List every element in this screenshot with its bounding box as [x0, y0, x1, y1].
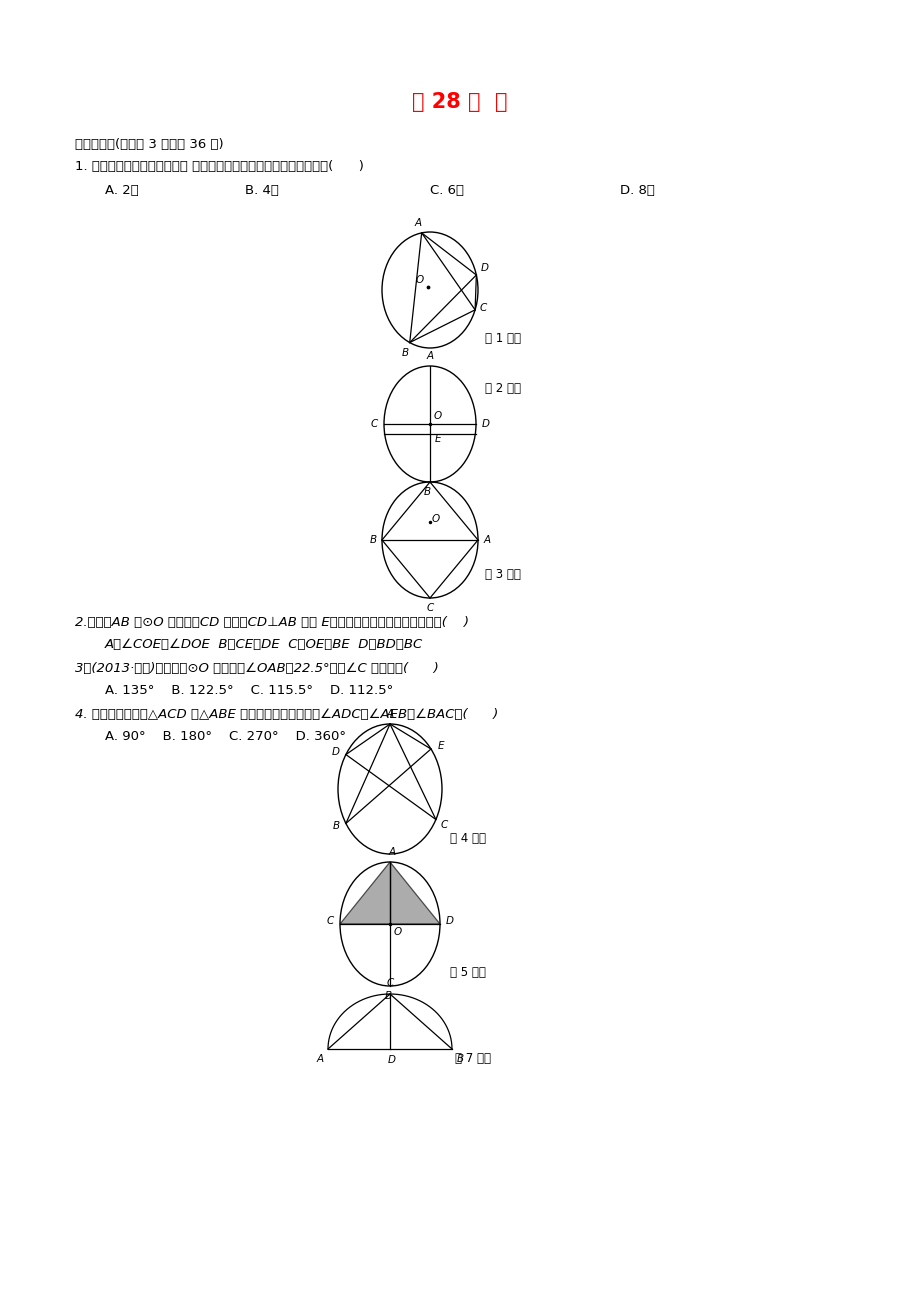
Text: B: B: [423, 487, 430, 497]
Polygon shape: [340, 862, 439, 924]
Text: A: A: [386, 710, 393, 719]
Text: A: A: [388, 848, 395, 857]
Text: C: C: [326, 917, 334, 926]
Text: O: O: [434, 411, 442, 421]
Text: B: B: [332, 822, 339, 832]
Text: C: C: [370, 419, 377, 428]
Text: C: C: [386, 978, 393, 988]
Text: A: A: [414, 217, 421, 228]
Text: 第 1 题图: 第 1 题图: [484, 332, 520, 345]
Text: A. 2对: A. 2对: [105, 184, 139, 197]
Text: B. 4对: B. 4对: [244, 184, 278, 197]
Text: B: B: [369, 535, 376, 546]
Text: E: E: [437, 741, 444, 751]
Text: O: O: [393, 927, 402, 937]
Text: A. 90°    B. 180°    C. 270°    D. 360°: A. 90° B. 180° C. 270° D. 360°: [105, 729, 346, 742]
Text: 第 4 题图: 第 4 题图: [449, 832, 485, 845]
Text: C: C: [425, 603, 433, 613]
Text: A. 135°    B. 122.5°    C. 115.5°    D. 112.5°: A. 135° B. 122.5° C. 115.5° D. 112.5°: [105, 684, 392, 697]
Text: C: C: [440, 819, 447, 829]
Text: 第 3 题图: 第 3 题图: [484, 569, 520, 582]
Text: E: E: [435, 434, 441, 444]
Text: 第 7 题图: 第 7 题图: [455, 1052, 491, 1065]
Text: 4. 如图所示，已知△ACD 和△ABE 都内接于同一个圆，则∠ADC＋∠AEB＋∠BAC＝(      ): 4. 如图所示，已知△ACD 和△ABE 都内接于同一个圆，则∠ADC＋∠AEB…: [75, 707, 498, 720]
Text: B: B: [457, 1055, 463, 1064]
Text: O: O: [431, 514, 439, 523]
Text: D: D: [332, 746, 339, 756]
Text: D. 8对: D. 8对: [619, 184, 654, 197]
Text: 第 5 题图: 第 5 题图: [449, 966, 485, 979]
Text: B: B: [402, 348, 409, 358]
Text: D: D: [446, 917, 453, 926]
Text: D: D: [480, 263, 488, 273]
Text: 3．(2013·莱芜)如图，在⊙O 中，已知∠OAB＝22.5°，则∠C 的度数为(      ): 3．(2013·莱芜)如图，在⊙O 中，已知∠OAB＝22.5°，则∠C 的度数…: [75, 661, 438, 674]
Text: B: B: [384, 991, 391, 1001]
Text: 1. 如图所示，Ａ、Ｂ、Ｃ、Ｄ 在同一圆上，则图中相等的圆周角共有(      ): 1. 如图所示，Ａ、Ｂ、Ｃ、Ｄ 在同一圆上，则图中相等的圆周角共有( ): [75, 160, 364, 173]
Text: 2.如图，AB 是⊙O 的直径，CD 为弦，CD⊥AB 于点 E，则下列结论中不一定成立的是(    ): 2.如图，AB 是⊙O 的直径，CD 为弦，CD⊥AB 于点 E，则下列结论中不…: [75, 616, 469, 629]
Text: D: D: [482, 419, 490, 428]
Text: C. 6对: C. 6对: [429, 184, 463, 197]
Text: D: D: [388, 1055, 395, 1065]
Text: A: A: [482, 535, 490, 546]
Text: A．∠COE＝∠DOE  B．CE＝DE  C．OE＝BE  D．BD＝BC: A．∠COE＝∠DOE B．CE＝DE C．OE＝BE D．BD＝BC: [105, 638, 423, 651]
Text: 一、选择题(每小题 3 分，共 36 分): 一、选择题(每小题 3 分，共 36 分): [75, 138, 223, 151]
Text: O: O: [415, 275, 424, 285]
Text: A: A: [426, 352, 433, 361]
Text: 第 28 章  圆: 第 28 章 圆: [412, 92, 507, 112]
Text: C: C: [479, 303, 486, 312]
Text: A: A: [316, 1055, 323, 1064]
Text: 第 2 题图: 第 2 题图: [484, 383, 520, 396]
